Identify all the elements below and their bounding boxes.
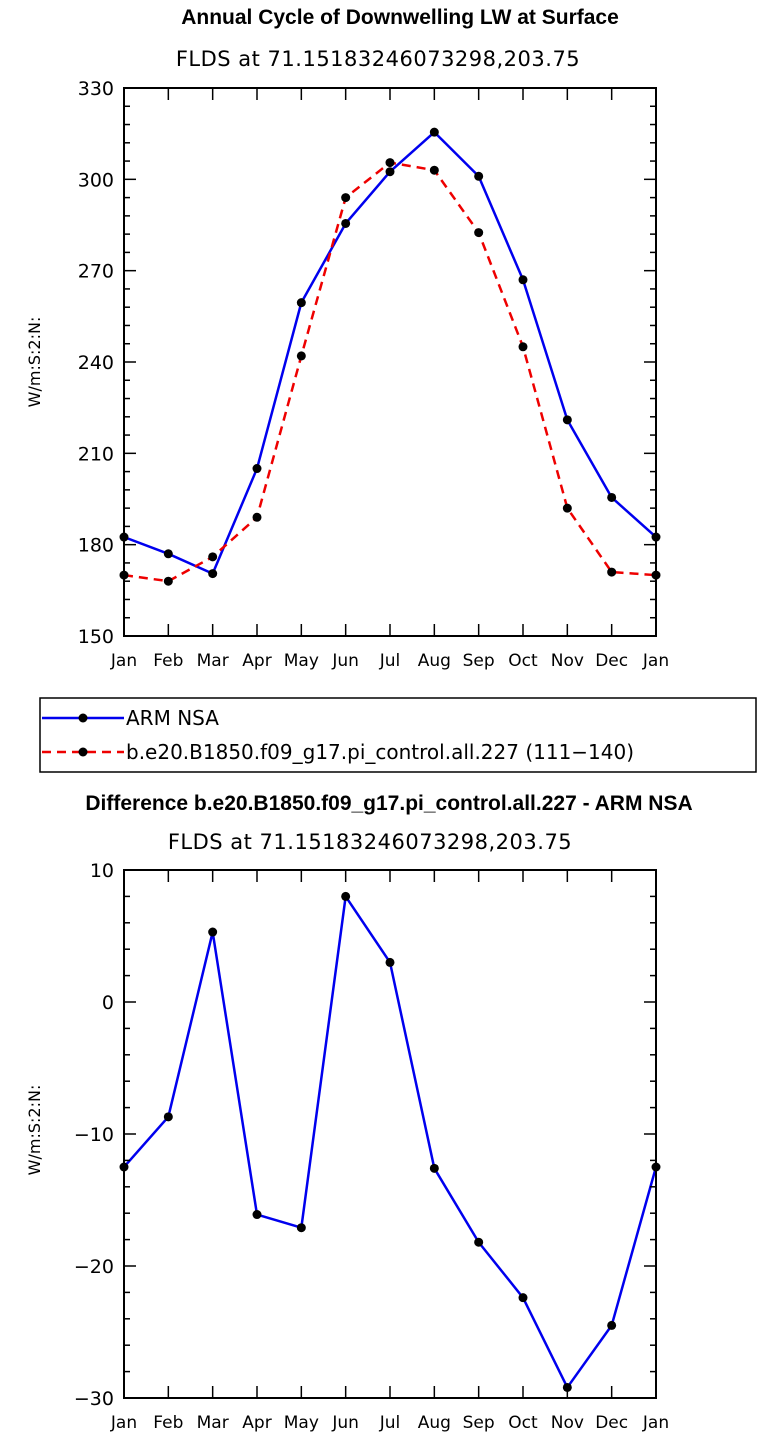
bottom-x-tick-label: Jan [110, 1413, 137, 1433]
bottom-x-tick-label: Dec [595, 1413, 628, 1433]
legend-item-arm-nsa: ARM NSA [42, 706, 219, 730]
bottom-y-tick-label: 0 [102, 992, 114, 1014]
legend-marker-arm-nsa [78, 713, 88, 723]
bottom-chart-subtitle: FLDS at 71.15183246073298,203.75 [168, 830, 572, 854]
bottom-x-tick-label: Aug [418, 1413, 451, 1433]
bottom-y-tick-label: 10 [90, 860, 114, 882]
top-x-tick-label: Feb [153, 651, 183, 671]
top-x-tick-label: Dec [595, 651, 628, 671]
bottom-series-0-point [163, 1112, 173, 1122]
top-y-tick-label: 270 [78, 261, 114, 283]
top-y-tick-label: 210 [78, 443, 114, 465]
bottom-plot-frame [123, 869, 657, 1399]
top-x-tick-label: Oct [508, 651, 538, 671]
top-x-tick-label: Jul [379, 651, 401, 671]
top-series-1-point [429, 165, 439, 175]
bottom-chart-title: Difference b.e20.B1850.f09_g17.pi_contro… [85, 792, 692, 815]
top-series-1-point [341, 193, 351, 203]
bottom-x-tick-label: Apr [242, 1413, 271, 1433]
bottom-series-0-point [474, 1237, 484, 1247]
top-x-tick-label: Jun [331, 651, 359, 671]
top-y-tick-label: 330 [78, 78, 114, 100]
legend-label-model: b.e20.B1850.f09_g17.pi_control.all.227 (… [126, 740, 634, 764]
top-x-tick-label: Apr [242, 651, 271, 671]
top-y-tick-label: 150 [78, 626, 114, 648]
legend: ARM NSA b.e20.B1850.f09_g17.pi_control.a… [39, 697, 757, 773]
top-series-0-point [607, 492, 617, 502]
annual-cycle-panel: Annual Cycle of Downwelling LW at Surfac… [25, 6, 669, 671]
top-series-1-point [562, 503, 572, 513]
top-chart-title: Annual Cycle of Downwelling LW at Surfac… [181, 6, 619, 29]
top-series-0-point [341, 218, 351, 228]
top-series-1-point [208, 552, 218, 562]
top-y-tick-label: 240 [78, 352, 114, 374]
bottom-y-axis-label: W/m:S:2:N: [25, 1085, 44, 1176]
bottom-series-0-point [341, 891, 351, 901]
top-series-0-point [429, 127, 439, 137]
top-y-tick-label: 180 [78, 535, 114, 557]
top-series-1-point [385, 158, 395, 168]
top-series-1-point [163, 576, 173, 586]
bottom-series-0-point [385, 957, 395, 967]
bottom-x-tick-label: Nov [551, 1413, 584, 1433]
top-y-axis-label: W/m:S:2:N: [25, 317, 44, 408]
top-series-1-point [474, 228, 484, 238]
difference-panel: Difference b.e20.B1850.f09_g17.pi_contro… [25, 792, 693, 1433]
top-series-0-point [518, 275, 528, 285]
top-x-tick-label: Jan [110, 651, 137, 671]
top-x-tick-label: Aug [418, 651, 451, 671]
top-x-tick-label: May [284, 651, 319, 671]
top-y-tick-label: 300 [78, 169, 114, 191]
top-series-0-point [163, 549, 173, 559]
bottom-series-0-point [296, 1223, 306, 1233]
top-series-0-point [385, 167, 395, 177]
top-series-0-point [562, 415, 572, 425]
legend-label-arm-nsa: ARM NSA [126, 706, 219, 730]
top-series-line-1 [123, 161, 657, 583]
bottom-y-tick-label: −30 [74, 1388, 114, 1410]
legend-box [39, 697, 757, 773]
top-series-0-point [252, 464, 262, 474]
bottom-series-0-point [252, 1210, 262, 1220]
bottom-series-0-point [607, 1320, 617, 1330]
top-x-tick-label: Sep [463, 651, 495, 671]
top-chart-subtitle: FLDS at 71.15183246073298,203.75 [176, 47, 580, 71]
top-series-line-0 [123, 130, 657, 575]
bottom-x-tick-label: May [284, 1413, 319, 1433]
top-series-1-point [607, 567, 617, 577]
bottom-series-0-point [208, 927, 218, 937]
top-series-0-point [474, 171, 484, 181]
bottom-x-tick-label: Jun [331, 1413, 359, 1433]
top-x-tick-label: Nov [551, 651, 584, 671]
top-series-1-point [252, 512, 262, 522]
top-series-1-point [518, 342, 528, 352]
bottom-x-tick-label: Oct [508, 1413, 538, 1433]
top-x-tick-label: Mar [197, 651, 229, 671]
bottom-x-tick-label: Jul [379, 1413, 401, 1433]
bottom-x-tick-label: Feb [153, 1413, 183, 1433]
bottom-x-tick-label: Jan [642, 1413, 669, 1433]
top-series-0-point [296, 298, 306, 308]
legend-item-model: b.e20.B1850.f09_g17.pi_control.all.227 (… [42, 740, 634, 764]
bottom-y-tick-label: −10 [74, 1124, 114, 1146]
bottom-y-tick-label: −20 [74, 1256, 114, 1278]
bottom-series-line-0 [123, 895, 658, 1389]
bottom-series-0-point [429, 1163, 439, 1173]
bottom-series-0-point [518, 1293, 528, 1303]
top-x-tick-label: Jan [642, 651, 669, 671]
top-series-1-point [296, 351, 306, 361]
top-series-0-point [208, 569, 218, 579]
legend-marker-model [78, 747, 88, 757]
bottom-x-tick-label: Mar [197, 1413, 229, 1433]
bottom-x-tick-label: Sep [463, 1413, 495, 1433]
